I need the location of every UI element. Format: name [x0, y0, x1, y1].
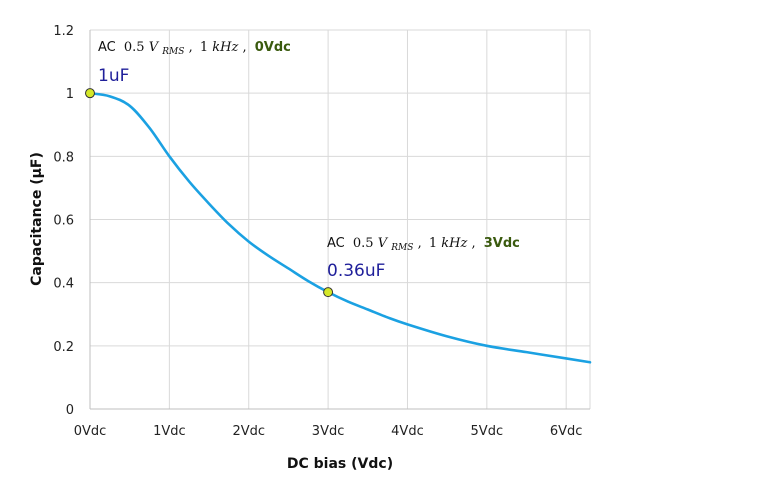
grid	[90, 29, 591, 409]
annotation-separator: ,	[471, 236, 475, 251]
annotation-bias-value: 0Vdc	[255, 40, 291, 55]
data-point-marker	[323, 287, 334, 298]
y-tick-label: 0.6	[53, 214, 74, 229]
annotation-rms-subscript: RMS	[390, 243, 413, 253]
annotation-frequency-unit: kHz	[441, 236, 467, 251]
y-tick-label: 0.8	[53, 150, 74, 165]
y-tick-label: 1.2	[53, 24, 74, 39]
y-tick-label: 0	[66, 403, 74, 418]
annotation-0vdc-conditions: AC 0.5 V RMS , 1 kHz , 0Vdc	[98, 40, 291, 58]
x-tick-label: 6Vdc	[550, 424, 583, 439]
markers	[85, 88, 334, 298]
annotation-frequency-value: 1	[200, 40, 208, 55]
annotation-ac-label: AC	[98, 40, 116, 55]
annotation-0vdc-capacitance: 1uF	[98, 66, 129, 86]
annotation-separator: ,	[418, 236, 422, 251]
annotation-rms-subscript: RMS	[161, 47, 184, 57]
y-tick-label: 0.2	[53, 340, 74, 355]
y-axis-title: Capacitance (µF)	[29, 152, 45, 286]
annotation-frequency-unit: kHz	[212, 40, 238, 55]
annotation-v-symbol: V	[149, 40, 160, 55]
y-tick-labels: 0 0.2 0.4 0.6 0.8 1 1.2	[53, 24, 74, 418]
capacitance-curve	[88, 91, 592, 364]
y-tick-label: 0.4	[53, 277, 74, 292]
annotation-amplitude: 0.5	[124, 40, 145, 55]
annotation-ac-label: AC	[327, 236, 345, 251]
x-tick-labels: 0Vdc 1Vdc 2Vdc 3Vdc 4Vdc 5Vdc 6Vdc	[74, 424, 583, 439]
x-axis-title: DC bias (Vdc)	[287, 456, 393, 472]
x-tick-label: 4Vdc	[391, 424, 424, 439]
annotation-bias-value: 3Vdc	[484, 236, 520, 251]
annotation-frequency-value: 1	[429, 236, 437, 251]
annotation-separator: ,	[242, 40, 246, 55]
data-point-marker	[85, 88, 95, 99]
x-tick-label: 3Vdc	[312, 424, 345, 439]
x-tick-label: 5Vdc	[471, 424, 504, 439]
x-tick-label: 0Vdc	[74, 424, 107, 439]
x-tick-label: 2Vdc	[232, 424, 265, 439]
annotation-v-symbol: V	[378, 236, 389, 251]
annotation-3vdc-conditions: AC 0.5 V RMS , 1 kHz , 3Vdc	[327, 236, 520, 254]
series	[88, 91, 592, 364]
annotation-amplitude: 0.5	[353, 236, 374, 251]
y-tick-label: 1	[66, 87, 74, 102]
annotation-3vdc-capacitance: 0.36uF	[327, 261, 385, 281]
annotation-separator: ,	[189, 40, 193, 55]
x-tick-label: 1Vdc	[153, 424, 186, 439]
